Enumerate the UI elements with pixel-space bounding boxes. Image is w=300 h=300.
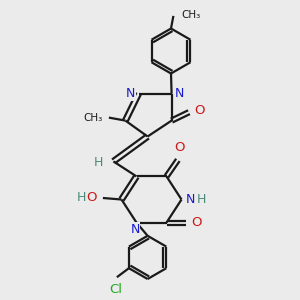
Text: CH₃: CH₃: [84, 112, 103, 123]
Text: N: N: [126, 87, 135, 100]
Text: N: N: [186, 193, 195, 206]
Text: H: H: [94, 156, 103, 170]
Text: O: O: [191, 216, 202, 229]
Text: N: N: [175, 87, 184, 100]
Text: O: O: [86, 191, 96, 204]
Text: H: H: [77, 191, 86, 204]
Text: CH₃: CH₃: [182, 10, 201, 20]
Text: Cl: Cl: [109, 283, 122, 296]
Text: H: H: [197, 193, 206, 206]
Text: O: O: [194, 104, 205, 117]
Text: N: N: [130, 223, 140, 236]
Text: O: O: [174, 141, 184, 154]
